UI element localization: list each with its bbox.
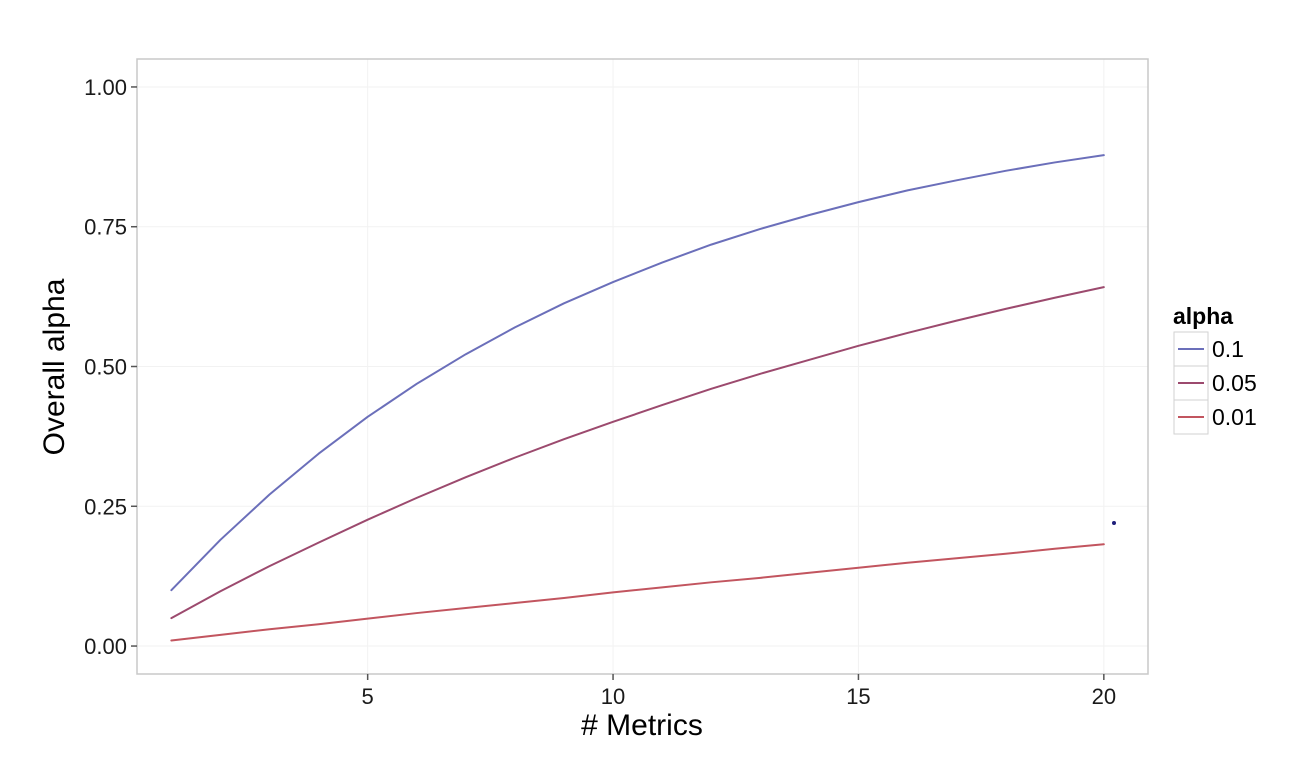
y-tick-label: 0.25: [84, 494, 127, 519]
stray-dot-marker: [1112, 521, 1116, 525]
series-line-0-05: [170, 286, 1105, 620]
legend-label: 0.01: [1212, 404, 1257, 430]
legend-label: 0.05: [1212, 370, 1257, 396]
y-tick-label: 1.00: [84, 75, 127, 100]
y-tick-label: 0.50: [84, 355, 127, 380]
legend-label: 0.1: [1212, 336, 1244, 362]
gridlines: [137, 59, 1148, 674]
axes: 0.00 0.25 0.50 0.75 1.00 5 10 15 20: [84, 75, 1116, 709]
legend-keys: 0.1 0.05 0.01: [1173, 331, 1257, 435]
x-tick-label: 20: [1092, 684, 1116, 709]
series-line-0-01: [170, 543, 1105, 642]
y-tick-label: 0.75: [84, 215, 127, 240]
x-tick-label: 15: [846, 684, 870, 709]
y-tick-label: 0.00: [84, 634, 127, 659]
x-axis-title: # Metrics: [581, 709, 703, 742]
x-tick-label: 5: [362, 684, 374, 709]
series-line-0-1: [170, 154, 1105, 592]
y-axis-title: Overall alpha: [38, 278, 71, 455]
x-tick-label: 10: [601, 684, 625, 709]
series-lines: [170, 154, 1105, 642]
legend: alpha 0.1 0.05 0.01: [1173, 303, 1257, 435]
legend-title: alpha: [1173, 303, 1233, 329]
